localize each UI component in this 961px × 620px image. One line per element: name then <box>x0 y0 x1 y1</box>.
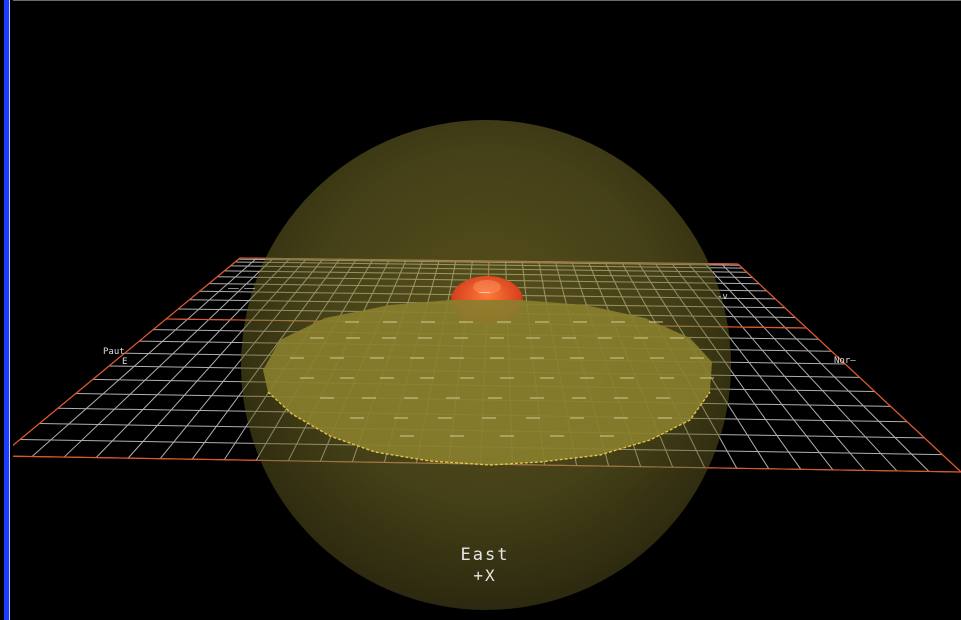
grid-line <box>687 263 731 471</box>
grid-label-center: —— <box>479 288 490 298</box>
grid-label-right: Nor– <box>834 356 856 366</box>
grid-line <box>654 262 731 470</box>
grid-line <box>241 258 324 459</box>
left-accent-bar <box>4 0 9 620</box>
red-blob-highlight <box>473 280 501 294</box>
grid-line <box>241 258 341 460</box>
grid-label-upper-left: –– –– <box>228 284 256 294</box>
grid-line <box>241 258 291 458</box>
grid-line <box>31 257 257 457</box>
grid-line <box>241 265 731 273</box>
grid-line <box>0 257 241 457</box>
grid-label-left-sub: E <box>122 357 128 367</box>
flat-disk <box>263 300 712 465</box>
grid-label-upper-right: -v <box>717 292 728 302</box>
left-accent-highlight <box>9 0 10 620</box>
grid-line <box>241 270 731 278</box>
left-scrollbar[interactable] <box>0 0 13 620</box>
grid-line <box>241 261 731 269</box>
grid-line <box>241 258 731 266</box>
grid-line <box>671 262 731 471</box>
grid-line <box>704 263 898 472</box>
axis-label-direction: +X <box>473 566 497 585</box>
disk-dash-marks <box>290 321 714 437</box>
grid-line <box>721 263 930 472</box>
grid-line <box>63 258 274 458</box>
grid-label-left: Paut <box>103 347 125 357</box>
grid-line <box>737 263 961 473</box>
top-border <box>0 0 961 1</box>
flat-disk-edge <box>267 391 711 466</box>
grid-line <box>241 258 307 459</box>
axis-label-name: East <box>460 545 510 565</box>
grid-line <box>241 257 731 265</box>
